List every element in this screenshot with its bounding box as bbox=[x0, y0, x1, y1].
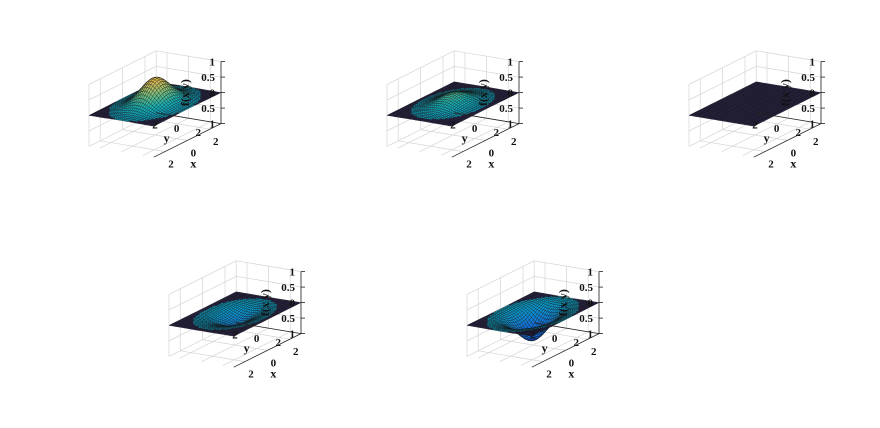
x-axis-label: x bbox=[790, 156, 796, 170]
y-tick-label: 2 bbox=[152, 120, 158, 132]
z-axis-label: f(x y) bbox=[778, 79, 792, 106]
x-tick-label: 2 bbox=[511, 136, 517, 148]
y-tick-label: 0 bbox=[472, 123, 478, 135]
z-tick-label: 1 bbox=[508, 57, 514, 69]
x-axis-label: x bbox=[270, 366, 276, 380]
y-tick-label: 2 bbox=[450, 120, 456, 132]
y-tick-label: 2 bbox=[232, 330, 238, 342]
y-tick-label: 2 bbox=[493, 127, 499, 139]
y-axis-label: y bbox=[164, 131, 170, 145]
z-tick-label: 0.5 bbox=[281, 282, 295, 294]
x-tick-label: 2 bbox=[168, 159, 174, 171]
x-tick-label: 2 bbox=[248, 369, 254, 381]
z-tick-label: 0 bbox=[210, 88, 216, 100]
z-tick-label: 0.5 bbox=[201, 72, 215, 84]
y-axis-label: y bbox=[244, 341, 250, 355]
z-tick-label: 0.5 bbox=[281, 313, 295, 325]
z-tick-label: 0.5 bbox=[801, 72, 815, 84]
z-tick-label: 0 bbox=[508, 88, 514, 100]
z-tick-label: 0 bbox=[290, 298, 296, 310]
y-axis-label: y bbox=[764, 131, 770, 145]
z-tick-label: 1 bbox=[210, 57, 216, 69]
y-tick-label: 2 bbox=[752, 120, 758, 132]
x-tick-label: 2 bbox=[213, 136, 219, 148]
z-tick-label: 0.5 bbox=[499, 72, 513, 84]
z-tick-label: 0.5 bbox=[499, 103, 513, 115]
x-axis-label: x bbox=[488, 156, 494, 170]
y-tick-label: 0 bbox=[174, 123, 180, 135]
y-tick-label: 2 bbox=[275, 337, 281, 349]
x-tick-label: 2 bbox=[768, 159, 774, 171]
z-axis-label: f(x y) bbox=[476, 79, 490, 106]
x-tick-label: 2 bbox=[293, 346, 299, 358]
y-tick-label: 2 bbox=[195, 127, 201, 139]
z-axis-label: f(x y) bbox=[258, 289, 272, 316]
z-tick-label: 0.5 bbox=[201, 103, 215, 115]
y-tick-label: 2 bbox=[795, 127, 801, 139]
z-tick-label: 0 bbox=[810, 88, 816, 100]
y-tick-label: 0 bbox=[254, 333, 260, 345]
y-axis-label: y bbox=[462, 131, 468, 145]
y-tick-label: 0 bbox=[774, 123, 780, 135]
x-tick-label: 2 bbox=[813, 136, 819, 148]
x-axis-label: x bbox=[190, 156, 196, 170]
x-tick-label: 2 bbox=[466, 159, 472, 171]
z-axis-label: f(x y) bbox=[178, 79, 192, 106]
z-tick-label: 1 bbox=[290, 267, 296, 279]
z-tick-label: 0.5 bbox=[801, 103, 815, 115]
z-tick-label: 1 bbox=[810, 57, 816, 69]
